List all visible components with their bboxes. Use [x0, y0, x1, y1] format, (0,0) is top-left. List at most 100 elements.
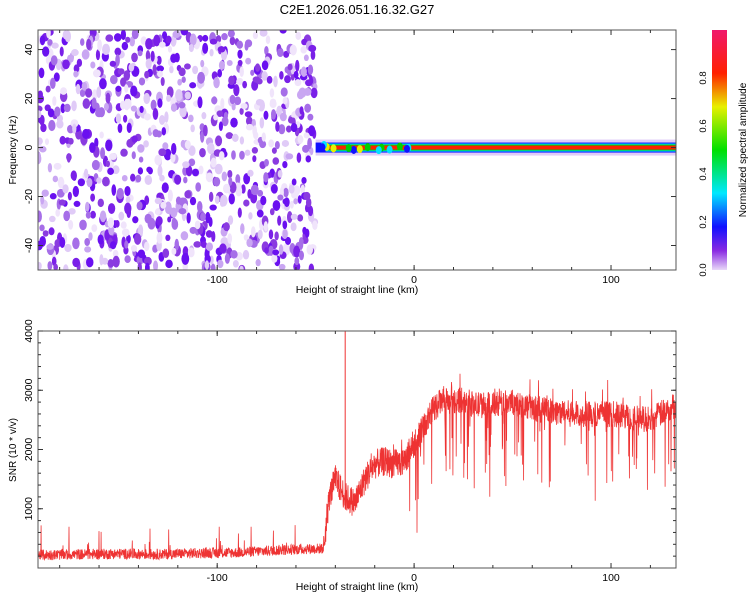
spectrogram-cell: [115, 85, 122, 92]
spectrogram-cell: [312, 220, 318, 231]
spectrogram-cell: [285, 125, 292, 133]
spectrogram-cell: [91, 97, 97, 109]
spectrogram-cell: [256, 78, 263, 85]
spectrogram-cell: [68, 208, 76, 215]
spectrogram-cell: [111, 184, 117, 196]
spectrogram-cell: [64, 243, 72, 253]
x-tick-label: 0: [411, 274, 417, 286]
spectrogram-cell: [110, 74, 118, 85]
spectrogram-cell: [112, 255, 120, 268]
spectrogram-cell: [263, 110, 269, 120]
spectrogram-cell: [187, 247, 195, 258]
spectrogram-cell: [107, 167, 115, 176]
spectrogram-cell: [215, 135, 223, 147]
spectrogram-cell: [222, 183, 231, 194]
colorbar-tick-label: 0.6: [698, 119, 709, 132]
spectrogram-cell: [215, 35, 222, 43]
spectrogram-cell: [125, 36, 131, 43]
spectrogram-cell: [205, 242, 213, 252]
spectrogram-cell: [56, 119, 64, 129]
spectrogram-cell: [243, 173, 251, 185]
spectrogram-cell: [109, 60, 117, 67]
spectrogram-cell: [117, 123, 123, 134]
spectrogram-cell: [274, 231, 279, 241]
spectrogram-cell: [218, 151, 225, 161]
spectrogram-cell: [47, 39, 53, 46]
spectrogram-cell: [130, 245, 138, 252]
spectrogram-cell: [130, 85, 138, 97]
spectrogram-cell: [102, 43, 111, 56]
spectrogram-cell: [107, 217, 115, 229]
spectrogram-cell: [188, 158, 196, 167]
spectrogram-cell: [300, 46, 307, 54]
spectrogram-cell: [188, 145, 196, 157]
spectrogram-cell: [81, 49, 90, 60]
colorbar-tick-label: 0.2: [698, 215, 709, 228]
spectrogram-cell: [259, 30, 268, 37]
spectrogram-cell: [301, 38, 308, 46]
spectrogram-cell: [150, 99, 157, 111]
spectrogram-cell: [143, 256, 152, 266]
spectrogram-cell: [42, 230, 49, 237]
spectrogram-cell: [184, 140, 191, 150]
spectrogram-cell: [279, 71, 284, 80]
spectrogram-cell: [269, 88, 275, 98]
spectrogram-cell: [153, 260, 159, 270]
spectrogram-cell: [175, 196, 182, 205]
spectrogram-cell: [263, 221, 268, 232]
y-tick-label: 40: [23, 44, 35, 56]
spectrogram-cell: [303, 87, 312, 96]
spectrogram-cell: [53, 72, 60, 82]
y-tick-label: 3000: [23, 378, 35, 402]
spectrogram-cell: [189, 33, 197, 46]
spectrogram-cell: [179, 105, 187, 118]
spectrogram-cell: [300, 184, 306, 195]
spectrogram-cell: [158, 148, 167, 157]
spectrogram-cell: [145, 58, 152, 70]
x-tick-label: 100: [602, 274, 620, 286]
spectrogram-cell: [210, 263, 216, 270]
spectrogram-cell: [250, 226, 256, 238]
top-plot-frame: [37, 29, 677, 271]
spectrogram-cell: [224, 253, 230, 264]
spectrogram-cell: [84, 88, 93, 98]
spectrogram-cell: [170, 35, 177, 47]
spectrogram-cell: [174, 174, 182, 185]
spectrogram-cell: [218, 121, 223, 132]
spectrogram-cell: [240, 102, 248, 110]
spectrogram-cell: [97, 234, 104, 245]
spectrogram-cell: [239, 136, 245, 145]
spectrogram-cell: [159, 41, 166, 48]
spectrogram-cell: [246, 238, 253, 248]
spectrogram-cell: [208, 191, 214, 202]
spectrogram-cell: [180, 30, 189, 36]
signal-blob: [350, 145, 357, 154]
spectrogram-cell: [162, 248, 170, 258]
spectrogram-cell: [272, 200, 281, 211]
spectrogram-cell: [239, 107, 244, 115]
colorbar-tick-label: 0.8: [698, 71, 709, 84]
spectrogram-cell: [227, 30, 235, 38]
spectrogram-cell: [145, 50, 151, 61]
spectrogram-cell: [137, 224, 144, 237]
spectrogram-cell: [264, 247, 269, 254]
spectrogram-cell: [207, 142, 215, 155]
spectrogram-cell: [92, 69, 101, 78]
spectrogram-cell: [41, 189, 49, 197]
spectrogram-cell: [91, 224, 98, 233]
spectrogram-cell: [121, 174, 128, 182]
spectrogram-cell: [138, 77, 146, 86]
spectrogram-cell: [232, 260, 239, 268]
spectrogram-cell: [225, 132, 234, 140]
spectrogram-cell: [283, 197, 290, 208]
spectrogram-cell: [178, 67, 186, 77]
spectrogram-cell: [213, 76, 220, 89]
spectrogram-cell: [79, 219, 87, 231]
spectrogram-cell: [40, 195, 45, 205]
spectrogram-cell: [256, 209, 264, 218]
spectrogram-cell: [120, 221, 127, 229]
spectrogram-cell: [230, 250, 238, 259]
spectrogram-cell: [167, 45, 173, 53]
signal-blob: [364, 143, 371, 152]
